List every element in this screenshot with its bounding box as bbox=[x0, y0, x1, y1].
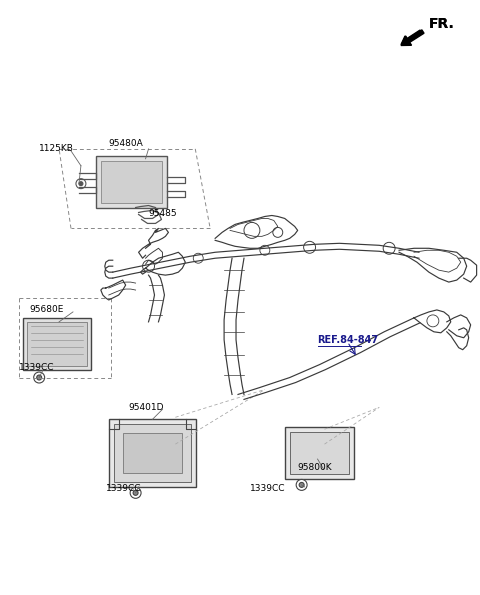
FancyArrow shape bbox=[401, 30, 424, 45]
Bar bbox=[123, 433, 182, 473]
Circle shape bbox=[143, 260, 155, 272]
Bar bbox=[285, 427, 354, 479]
Circle shape bbox=[383, 242, 395, 254]
Text: 95485: 95485 bbox=[148, 209, 177, 218]
Text: FR.: FR. bbox=[429, 17, 455, 30]
Text: 1339CC: 1339CC bbox=[19, 363, 55, 372]
Circle shape bbox=[34, 372, 45, 383]
Text: 95680E: 95680E bbox=[29, 305, 64, 314]
Circle shape bbox=[273, 227, 283, 237]
FancyArrow shape bbox=[401, 30, 422, 45]
Text: 95800K: 95800K bbox=[298, 462, 332, 471]
Circle shape bbox=[36, 375, 42, 380]
Bar bbox=[101, 161, 162, 202]
Bar bbox=[114, 424, 192, 482]
Circle shape bbox=[299, 483, 304, 487]
Circle shape bbox=[296, 480, 307, 490]
Text: 95480A: 95480A bbox=[109, 139, 144, 148]
Text: REF.84-847: REF.84-847 bbox=[318, 335, 379, 345]
Circle shape bbox=[79, 181, 83, 186]
Circle shape bbox=[427, 315, 439, 327]
Bar bbox=[109, 419, 196, 487]
Circle shape bbox=[133, 490, 138, 496]
Bar bbox=[23, 318, 91, 369]
Bar bbox=[27, 322, 87, 365]
Text: 1339CC: 1339CC bbox=[106, 484, 141, 493]
Circle shape bbox=[76, 178, 86, 189]
Circle shape bbox=[193, 253, 203, 263]
Circle shape bbox=[130, 487, 141, 499]
Text: 95401D: 95401D bbox=[129, 403, 164, 412]
Circle shape bbox=[244, 223, 260, 239]
Text: 1125KB: 1125KB bbox=[39, 145, 74, 154]
Text: 1339CC: 1339CC bbox=[250, 484, 286, 493]
Circle shape bbox=[304, 242, 315, 253]
Bar bbox=[290, 432, 349, 474]
Circle shape bbox=[260, 245, 270, 255]
Text: FR.: FR. bbox=[429, 17, 455, 30]
Bar bbox=[96, 156, 168, 208]
